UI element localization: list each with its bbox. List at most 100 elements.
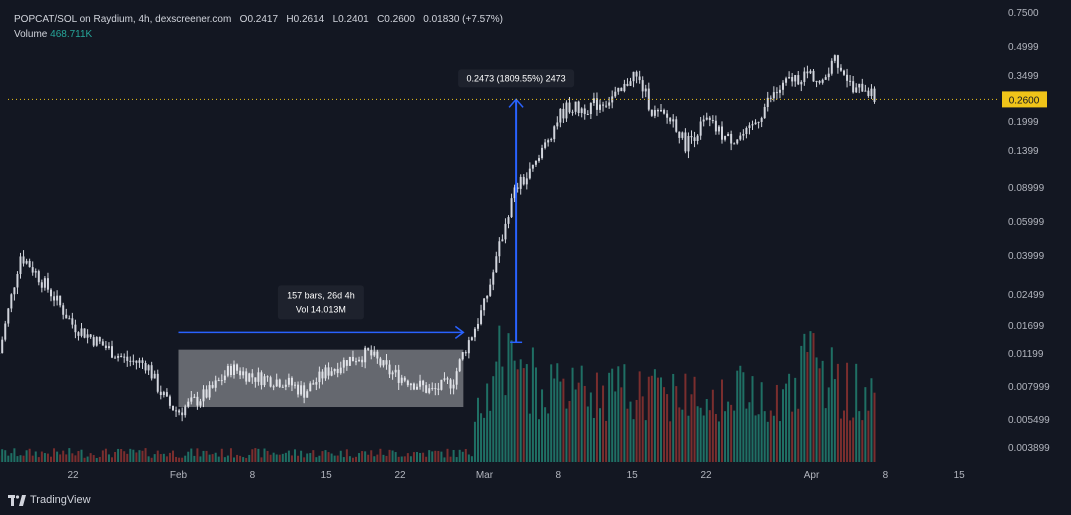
volume-bar bbox=[275, 454, 278, 462]
candle-body bbox=[178, 410, 181, 413]
candle-body bbox=[132, 360, 135, 362]
volume-bar bbox=[858, 411, 861, 462]
candle-body bbox=[208, 385, 211, 398]
volume-bar bbox=[684, 373, 687, 462]
volume-bar bbox=[470, 456, 473, 462]
volume-bar bbox=[25, 450, 28, 462]
change-value: 0.01830 (+7.57%) bbox=[423, 14, 504, 25]
candle-body bbox=[428, 388, 431, 393]
y-tick-label: 0.03999 bbox=[1008, 251, 1045, 262]
candle-body bbox=[672, 119, 675, 122]
volume-bar bbox=[217, 456, 220, 462]
candle-body bbox=[708, 117, 711, 121]
volume-bar bbox=[333, 455, 336, 462]
volume-bar bbox=[464, 448, 467, 462]
volume-bar bbox=[852, 417, 855, 462]
volume-bar bbox=[156, 450, 159, 462]
volume-bar bbox=[187, 451, 190, 462]
candle-body bbox=[318, 371, 321, 383]
candle-body bbox=[56, 295, 59, 301]
candle-body bbox=[592, 98, 595, 103]
y-tick-label: 0.007999 bbox=[1008, 382, 1050, 393]
volume-bar bbox=[416, 451, 418, 462]
candle-body bbox=[678, 131, 681, 138]
candle-body bbox=[141, 360, 144, 364]
candle-body bbox=[272, 386, 275, 388]
volume-bar bbox=[10, 453, 13, 462]
candle-body bbox=[196, 396, 199, 406]
volume-bar bbox=[839, 418, 842, 462]
candle-body bbox=[333, 368, 336, 372]
volume-bar bbox=[681, 409, 684, 462]
low-label: L bbox=[332, 14, 339, 25]
y-tick-label: 0.003899 bbox=[1008, 443, 1050, 454]
volume-bar bbox=[721, 379, 723, 462]
candle-body bbox=[34, 271, 37, 273]
candle-body bbox=[663, 110, 666, 114]
candle-body bbox=[602, 104, 605, 106]
volume-bar bbox=[696, 406, 699, 462]
volume-bar bbox=[400, 456, 403, 462]
volume-bar bbox=[144, 448, 147, 462]
volume-bar bbox=[760, 382, 763, 462]
candle-body bbox=[65, 314, 68, 319]
volume-bar bbox=[757, 414, 760, 462]
volume-bar bbox=[483, 417, 486, 462]
candle-body bbox=[43, 278, 46, 288]
candle-body bbox=[785, 78, 788, 83]
candle-body bbox=[583, 108, 586, 115]
candle-body bbox=[501, 239, 504, 242]
volume-bar bbox=[16, 456, 19, 462]
volume-bar bbox=[233, 457, 235, 462]
candle-body bbox=[736, 139, 739, 144]
candle-body bbox=[419, 380, 422, 387]
volume-bar bbox=[794, 377, 797, 462]
volume-bar bbox=[220, 448, 223, 462]
volume-bar bbox=[351, 457, 354, 462]
candle-body bbox=[510, 198, 513, 218]
volume-bar bbox=[599, 408, 601, 462]
volume-bar bbox=[528, 413, 531, 462]
volume-bar bbox=[635, 399, 638, 462]
volume-bar bbox=[806, 352, 809, 462]
candle-body bbox=[818, 80, 821, 83]
tradingview-logo[interactable]: TradingView bbox=[8, 494, 91, 506]
candle-body bbox=[156, 373, 159, 392]
volume-bar bbox=[821, 360, 824, 462]
candle-body bbox=[693, 137, 696, 141]
volume-bar bbox=[162, 453, 165, 462]
volume-bar bbox=[672, 373, 675, 462]
volume-bar bbox=[65, 454, 68, 462]
volume-bar bbox=[46, 453, 49, 462]
volume-bar bbox=[391, 450, 394, 462]
volume-bar bbox=[141, 450, 144, 462]
candle-body bbox=[824, 77, 827, 80]
candle-body bbox=[95, 337, 98, 346]
candle-body bbox=[528, 168, 531, 179]
volume-bar bbox=[13, 448, 16, 462]
candle-body bbox=[772, 92, 775, 99]
candle-body bbox=[477, 323, 479, 329]
candle-body bbox=[522, 176, 525, 185]
volume-bar bbox=[849, 420, 852, 462]
candle-body bbox=[769, 97, 772, 99]
volume-bar bbox=[153, 454, 156, 462]
candle-body bbox=[397, 369, 400, 383]
candle-body bbox=[321, 371, 324, 379]
candle-body bbox=[617, 87, 620, 92]
candle-body bbox=[59, 295, 62, 306]
volume-bar bbox=[745, 408, 748, 462]
candle-body bbox=[483, 298, 486, 311]
volume-bar bbox=[135, 452, 138, 462]
candle-body bbox=[80, 328, 83, 336]
volume-bar bbox=[727, 401, 730, 462]
candle-body bbox=[257, 372, 260, 382]
x-tick-label: 15 bbox=[627, 470, 639, 481]
last-price-tag bbox=[1002, 91, 1047, 108]
candle-body bbox=[159, 391, 162, 396]
candle-body bbox=[492, 272, 495, 285]
symbol-title: POPCAT/SOL on Raydium, 4h, dexscreener.c… bbox=[14, 14, 232, 25]
volume-bar bbox=[284, 452, 287, 462]
candle-body bbox=[147, 365, 150, 371]
